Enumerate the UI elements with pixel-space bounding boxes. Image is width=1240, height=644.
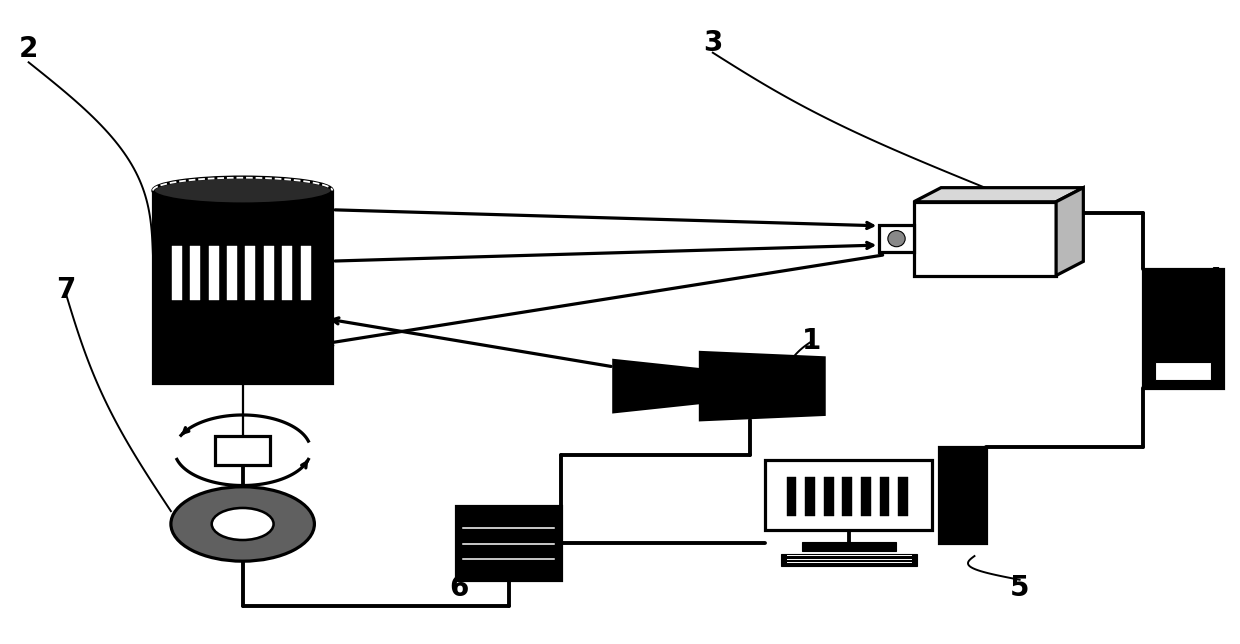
Ellipse shape bbox=[888, 231, 905, 247]
Text: 3: 3 bbox=[703, 29, 723, 57]
Circle shape bbox=[171, 487, 315, 561]
Bar bbox=[879, 225, 914, 252]
Bar bbox=[153, 191, 332, 383]
Text: 6: 6 bbox=[449, 574, 469, 602]
Bar bbox=[802, 542, 897, 551]
Bar bbox=[939, 447, 986, 544]
Ellipse shape bbox=[153, 177, 332, 204]
Bar bbox=[227, 247, 237, 300]
Bar bbox=[190, 247, 200, 300]
Text: 7: 7 bbox=[56, 276, 76, 304]
Bar bbox=[879, 477, 889, 516]
Text: 5: 5 bbox=[1009, 574, 1029, 602]
Polygon shape bbox=[701, 352, 825, 420]
Bar bbox=[786, 477, 796, 516]
Bar bbox=[898, 477, 908, 516]
Polygon shape bbox=[1056, 187, 1084, 276]
Polygon shape bbox=[614, 361, 701, 412]
Text: 2: 2 bbox=[19, 35, 38, 64]
Circle shape bbox=[212, 508, 274, 540]
Bar bbox=[1143, 269, 1223, 388]
Bar bbox=[246, 247, 255, 300]
Text: 1: 1 bbox=[802, 327, 821, 355]
Bar bbox=[842, 477, 852, 516]
Bar bbox=[300, 247, 310, 300]
Bar bbox=[264, 247, 274, 300]
Bar bbox=[208, 247, 218, 300]
Bar bbox=[914, 202, 1056, 276]
Bar bbox=[765, 460, 932, 531]
Text: 4: 4 bbox=[1204, 267, 1224, 294]
Bar bbox=[456, 506, 562, 580]
Bar bbox=[215, 436, 270, 465]
Bar bbox=[805, 477, 815, 516]
Polygon shape bbox=[914, 187, 1084, 202]
Bar bbox=[172, 247, 182, 300]
Bar bbox=[283, 247, 293, 300]
Bar bbox=[1154, 362, 1211, 380]
Bar bbox=[781, 554, 916, 565]
Bar bbox=[861, 477, 870, 516]
Bar bbox=[823, 477, 833, 516]
